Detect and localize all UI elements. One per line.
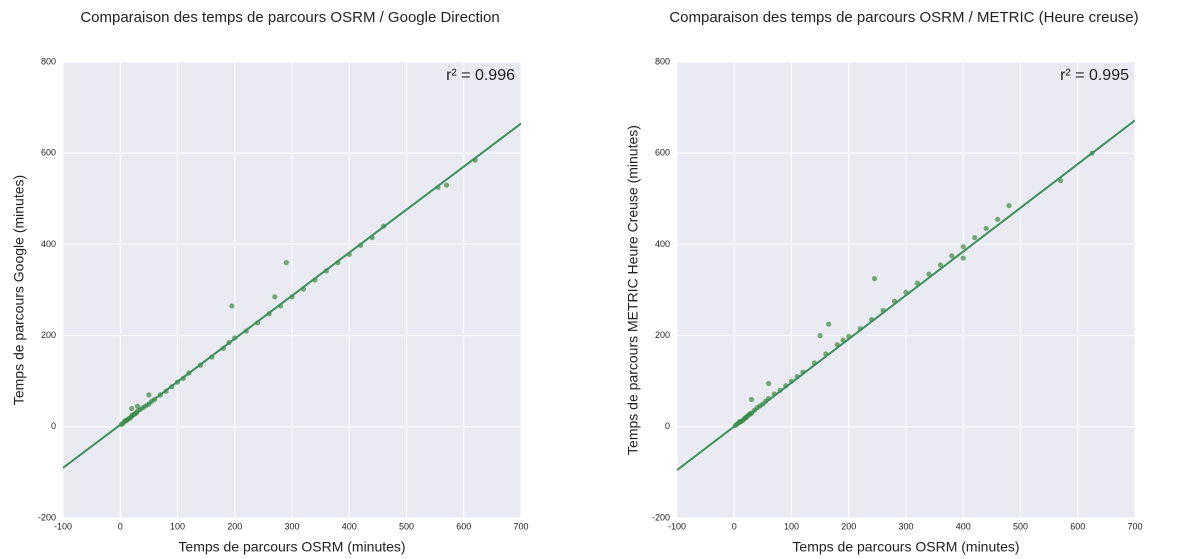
point <box>283 260 289 266</box>
point <box>826 321 832 327</box>
point <box>748 396 755 403</box>
y-tick-label: 400 <box>41 239 56 249</box>
y-tick-label: 0 <box>665 421 670 431</box>
y-tick-label: 200 <box>655 330 670 340</box>
chart: -100 0 100 200 300 400 500 600 700 -200 0 200 400 600… <box>11 9 529 555</box>
x-tick-label: 200 <box>841 521 856 531</box>
x-tick-label: 400 <box>342 521 357 531</box>
fit-line <box>63 122 521 469</box>
y-tick-label: 600 <box>655 148 670 158</box>
y-tick-label: -200 <box>652 512 670 522</box>
point <box>817 333 823 339</box>
points <box>677 119 1135 471</box>
y-tick-label: 800 <box>41 56 56 66</box>
x-tick-label: 0 <box>732 521 737 531</box>
y-tick-label: 800 <box>655 56 670 66</box>
y-tick-label: 200 <box>41 330 56 340</box>
y-tick-label: 600 <box>41 148 56 158</box>
x-tick-label: 600 <box>1070 521 1085 531</box>
x-tick-label: 700 <box>1127 521 1142 531</box>
point <box>1006 203 1012 209</box>
point <box>926 271 932 277</box>
point <box>972 234 978 241</box>
point <box>134 403 141 409</box>
point <box>272 294 278 300</box>
x-tick-label: 0 <box>118 521 123 531</box>
x-tick-label: 600 <box>456 521 471 531</box>
fit-line <box>677 119 1135 471</box>
chart-title: Comparaison des temps de parcours OSRM /… <box>80 9 499 26</box>
point <box>960 244 966 250</box>
point <box>229 303 235 309</box>
y-tick-label: 400 <box>655 239 670 249</box>
point <box>871 276 878 282</box>
x-tick-label: 700 <box>513 521 528 531</box>
x-tick-label: 300 <box>284 521 299 531</box>
point <box>949 253 955 259</box>
point <box>937 262 943 268</box>
points <box>63 122 521 469</box>
y-tick-label: -200 <box>38 512 56 522</box>
y-axis-label: Temps de parcours Google (minutes) <box>11 175 27 405</box>
y-axis-label: Temps de parcours METRIC Heure Creuse (m… <box>625 125 641 455</box>
x-tick-label: 100 <box>170 521 185 531</box>
y-tick-label: 0 <box>51 421 56 431</box>
annotation: r² = 0.996 <box>446 67 515 84</box>
point <box>995 216 1001 222</box>
annotation: r² = 0.995 <box>1060 67 1129 84</box>
chart-title: Comparaison des temps de parcours OSRM /… <box>669 9 1138 26</box>
x-tick-label: 500 <box>1013 521 1028 531</box>
x-tick-label: 200 <box>227 521 242 531</box>
point <box>146 392 152 398</box>
point <box>960 255 966 261</box>
x-tick-label: 400 <box>956 521 971 531</box>
x-tick-label: 500 <box>399 521 414 531</box>
point <box>766 380 772 387</box>
x-tick-label: -100 <box>668 521 686 531</box>
point <box>443 182 450 188</box>
x-tick-label: -100 <box>54 521 72 531</box>
x-axis-label: Temps de parcours OSRM (minutes) <box>178 539 405 555</box>
x-axis-label: Temps de parcours OSRM (minutes) <box>792 539 1019 555</box>
chart: -100 0 100 200 300 400 500 600 700 -200 0 200 400 600… <box>625 9 1143 555</box>
x-tick-label: 300 <box>898 521 913 531</box>
point <box>129 405 135 412</box>
x-tick-label: 100 <box>784 521 799 531</box>
point <box>983 225 989 232</box>
